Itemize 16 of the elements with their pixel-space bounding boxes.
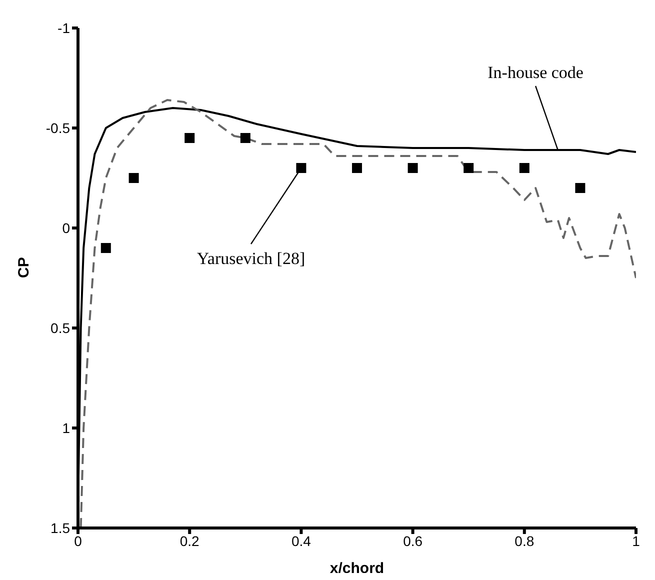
y-tick-label: -1 [58, 20, 70, 36]
y-tick-label: 0.5 [50, 320, 70, 336]
x-tick-label: 0.8 [514, 532, 534, 549]
x-tick-label: 1 [632, 532, 640, 549]
x-tick-label: 0.2 [180, 532, 200, 549]
x-axis-title: x/chord [330, 560, 384, 577]
annotation: In-house code [488, 63, 584, 82]
x-tick-label: 0.6 [403, 532, 423, 549]
annotation: Yarusevich [28] [196, 249, 306, 268]
y-tick-label: -0.5 [46, 120, 70, 136]
y-tick-label: 1 [62, 420, 70, 436]
x-tick-label: 0 [74, 532, 82, 549]
y-axis-title: CP [15, 257, 32, 278]
x-tick-label: 0.4 [291, 532, 312, 549]
y-tick-label: 0 [62, 220, 70, 236]
y-tick-label: 1.5 [50, 520, 70, 536]
